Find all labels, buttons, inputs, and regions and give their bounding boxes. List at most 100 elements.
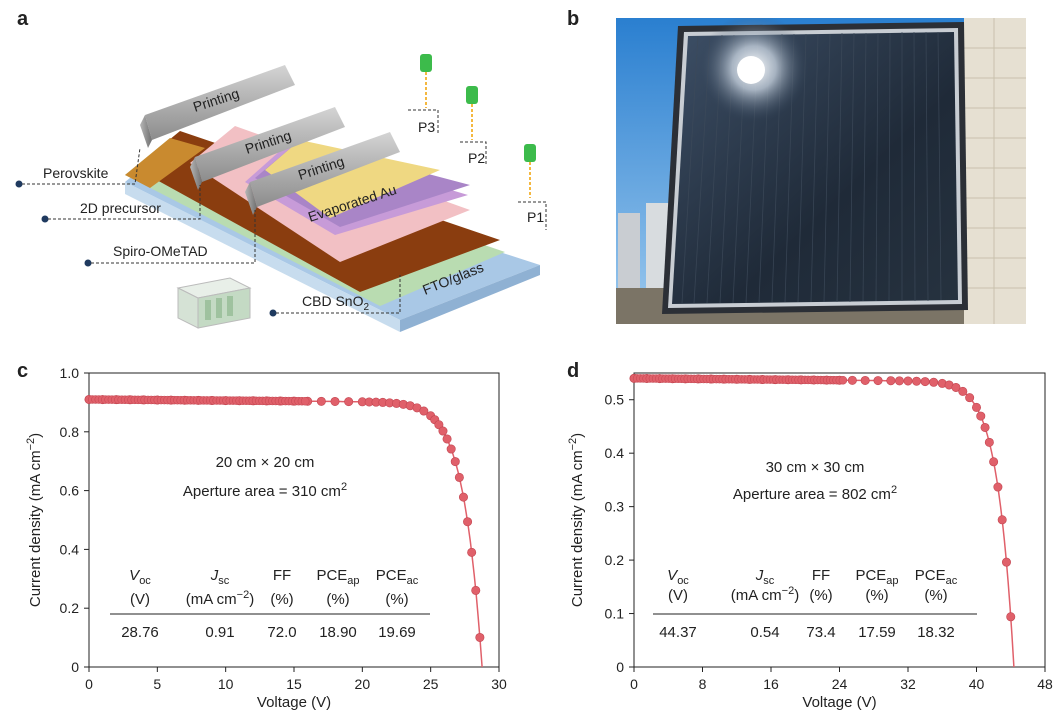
table-value: 28.76: [121, 624, 159, 641]
jv-data-point: [439, 427, 447, 435]
table-unit: (%): [865, 587, 888, 604]
chart-c: 05101520253000.20.40.60.81.0Voltage (V)C…: [0, 355, 530, 728]
jv-data-point: [981, 423, 989, 431]
x-tick-label: 25: [423, 676, 439, 692]
precursor-2d-label: 2D precursor: [80, 200, 161, 216]
jv-data-point: [1007, 613, 1015, 621]
table-header: PCEap: [855, 567, 898, 587]
jv-data-point: [472, 586, 480, 594]
area-annotation: Aperture area = 802 cm2: [733, 484, 897, 503]
table-value: 72.0: [267, 624, 296, 641]
x-tick-label: 15: [286, 676, 302, 692]
x-tick-label: 10: [218, 676, 234, 692]
y-tick-label: 0.4: [605, 445, 625, 461]
inset-cuvette-icon: [178, 278, 250, 328]
jv-data-point: [848, 376, 856, 384]
x-axis-label: Voltage (V): [257, 694, 331, 711]
panel-letter-a: a: [17, 8, 28, 31]
jv-data-point: [959, 387, 967, 395]
x-tick-label: 30: [491, 676, 507, 692]
laser-scribe-p3: P3: [408, 54, 438, 135]
jv-data-point: [443, 435, 451, 443]
jv-data-point: [317, 397, 325, 405]
size-annotation: 20 cm × 20 cm: [216, 454, 315, 471]
y-tick-label: 0.1: [605, 606, 625, 622]
y-tick-label: 0.2: [60, 600, 80, 616]
table-value: 73.4: [806, 624, 835, 641]
table-header: PCEac: [376, 567, 419, 587]
table-value: 18.90: [319, 624, 357, 641]
table-unit: (mA cm−2): [731, 585, 799, 604]
table-unit: (%): [924, 587, 947, 604]
scribe-label-p2: P2: [468, 150, 485, 166]
jv-data-point: [895, 377, 903, 385]
device-schematic: Printing Printing Printing Evaporated Au…: [0, 30, 560, 340]
table-value: 0.54: [750, 624, 779, 641]
perovskite-label: Perovskite: [43, 165, 109, 181]
jv-data-point: [467, 548, 475, 556]
y-tick-label: 0: [616, 659, 624, 675]
x-tick-label: 48: [1037, 676, 1053, 692]
y-axis-label: Current density (mA cm−2): [25, 433, 44, 607]
x-tick-label: 40: [969, 676, 985, 692]
x-tick-label: 5: [153, 676, 161, 692]
y-tick-label: 1.0: [60, 365, 80, 381]
y-tick-label: 0.4: [60, 541, 80, 557]
table-header: Jsc: [755, 567, 775, 587]
jv-data-point: [912, 377, 920, 385]
table-value: 17.59: [858, 624, 896, 641]
y-tick-label: 0: [71, 659, 79, 675]
jv-data-point: [451, 457, 459, 465]
y-tick-label: 0.3: [605, 499, 625, 515]
table-value: 0.91: [205, 624, 234, 641]
jv-data-point: [921, 377, 929, 385]
jv-data-point: [301, 397, 309, 405]
panel-letter-b: b: [567, 8, 579, 31]
scribe-label-p1: P1: [527, 209, 544, 225]
area-annotation: Aperture area = 310 cm2: [183, 481, 347, 500]
module-photo: [616, 18, 1026, 324]
table-value: 18.32: [917, 624, 955, 641]
table-header: PCEap: [316, 567, 359, 587]
table-unit: (%): [385, 591, 408, 608]
scribe-label-p3: P3: [418, 119, 435, 135]
table-value: 19.69: [378, 624, 416, 641]
jv-data-point: [839, 376, 847, 384]
jv-data-point: [463, 518, 471, 526]
size-annotation: 30 cm × 30 cm: [766, 459, 865, 476]
x-tick-label: 0: [85, 676, 93, 692]
table-header: PCEac: [915, 567, 958, 587]
x-tick-label: 0: [630, 676, 638, 692]
table-unit: (V): [130, 591, 150, 608]
table-header: Jsc: [210, 567, 230, 587]
table-value: 44.37: [659, 624, 697, 641]
table-header: Voc: [129, 567, 151, 587]
jv-data-point: [459, 493, 467, 501]
x-tick-label: 32: [900, 676, 916, 692]
jv-data-point: [861, 376, 869, 384]
jv-data-point: [476, 633, 484, 641]
callout-perovskite: Perovskite: [16, 148, 141, 188]
jv-data-point: [994, 483, 1002, 491]
jv-data-point: [344, 397, 352, 405]
laser-scribe-p1: P1: [518, 144, 546, 230]
jv-data-point: [929, 378, 937, 386]
jv-data-point: [998, 516, 1006, 524]
laser-scribe-p2: P2: [460, 86, 486, 166]
jv-data-point: [887, 377, 895, 385]
table-unit: (%): [809, 587, 832, 604]
jv-data-point: [447, 445, 455, 453]
jv-data-point: [972, 403, 980, 411]
table-header: Voc: [667, 567, 689, 587]
jv-data-point: [965, 393, 973, 401]
x-axis-label: Voltage (V): [802, 694, 876, 711]
jv-data-point: [989, 458, 997, 466]
y-tick-label: 0.8: [60, 424, 80, 440]
table-header: FF: [273, 567, 291, 584]
table-unit: (mA cm−2): [186, 589, 254, 608]
parameter-table: Voc(V)44.37Jsc(mA cm−2)0.54FF(%)73.4PCEa…: [653, 567, 977, 641]
y-tick-label: 0.2: [605, 552, 625, 568]
chart-d: 08162432404800.10.20.30.40.5Voltage (V)C…: [540, 355, 1064, 728]
y-tick-label: 0.5: [605, 392, 625, 408]
jv-data-point: [985, 438, 993, 446]
